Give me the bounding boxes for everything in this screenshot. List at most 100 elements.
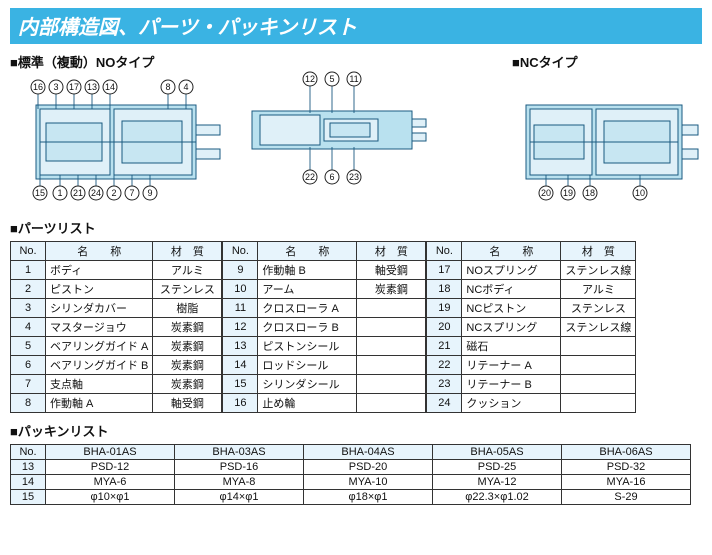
part-no: 4 [11,318,46,337]
part-name: NCスプリング [462,318,561,337]
table-row: 21磁石 [427,337,636,356]
part-name: 支点軸 [46,375,153,394]
parts-table-1: No.名 称材 質1ボディアルミ2ピストンステンレス3シリンダカバー樹脂4マスタ… [10,241,222,413]
table-row: 14MYA-6MYA-8MYA-10MYA-12MYA-16 [11,475,691,490]
svg-text:17: 17 [69,82,79,92]
part-name: ロッドシール [258,356,357,375]
part-name: ベアリングガイド A [46,337,153,356]
part-material: 樹脂 [153,299,222,318]
part-name: クッション [462,394,561,413]
section-a-title: ■標準（複動）NOタイプ [10,52,230,71]
part-material: 炭素鋼 [153,318,222,337]
table-row: 13PSD-12PSD-16PSD-20PSD-25PSD-32 [11,460,691,475]
parts-tables: No.名 称材 質1ボディアルミ2ピストンステンレス3シリンダカバー樹脂4マスタ… [10,241,702,413]
figure-col-mid: 1251122623 [240,50,430,199]
part-material: 軸受鋼 [153,394,222,413]
part-no: 2 [11,280,46,299]
table-row: 11クロスローラ A [223,299,426,318]
part-name: ベアリングガイド B [46,356,153,375]
parts-header: 材 質 [561,242,636,261]
parts-header: 材 質 [153,242,222,261]
table-row: 23リテーナー B [427,375,636,394]
part-material: 炭素鋼 [357,280,426,299]
table-row: 16止め輪 [223,394,426,413]
svg-text:7: 7 [129,188,134,198]
table-row: 18NCボディアルミ [427,280,636,299]
section-b-title: ■NCタイプ [512,52,702,71]
part-no: 23 [427,375,462,394]
part-name: シリンダシール [258,375,357,394]
part-material: ステンレス線 [561,318,636,337]
svg-text:5: 5 [329,74,334,84]
part-name: アーム [258,280,357,299]
part-name: クロスローラ B [258,318,357,337]
part-material [561,375,636,394]
packing-header-model: BHA-04AS [304,445,433,460]
parts-header: 名 称 [258,242,357,261]
parts-header: 名 称 [462,242,561,261]
figure-col-right: ■NCタイプ 20191810 [512,50,702,210]
part-no: 15 [223,375,258,394]
packing-header-model: BHA-01AS [46,445,175,460]
parts-header: No. [427,242,462,261]
svg-text:24: 24 [91,188,101,198]
svg-text:23: 23 [349,172,359,182]
part-no: 24 [427,394,462,413]
packing-value: MYA-16 [562,475,691,490]
svg-text:19: 19 [563,188,573,198]
part-name: ボディ [46,261,153,280]
part-no: 14 [223,356,258,375]
part-no: 1 [11,261,46,280]
parts-header: No. [223,242,258,261]
part-material: ステンレス [153,280,222,299]
part-no: 21 [427,337,462,356]
part-no: 20 [427,318,462,337]
part-no: 3 [11,299,46,318]
part-name: シリンダカバー [46,299,153,318]
part-no: 16 [223,394,258,413]
parts-table-2: No.名 称材 質9作動軸 B軸受鋼10アーム炭素鋼11クロスローラ A12クロ… [222,241,426,413]
table-row: 3シリンダカバー樹脂 [11,299,222,318]
table-row: 22リテーナー A [427,356,636,375]
packing-row-no: 15 [11,490,46,505]
table-row: 6ベアリングガイド B炭素鋼 [11,356,222,375]
table-row: 13ピストンシール [223,337,426,356]
table-row: 17NOスプリングステンレス線 [427,261,636,280]
packing-value: MYA-12 [433,475,562,490]
table-row: 14ロッドシール [223,356,426,375]
part-name: クロスローラ A [258,299,357,318]
svg-text:22: 22 [305,172,315,182]
part-no: 9 [223,261,258,280]
part-material [357,337,426,356]
part-name: リテーナー A [462,356,561,375]
svg-text:11: 11 [349,74,358,84]
svg-text:8: 8 [165,82,170,92]
part-no: 5 [11,337,46,356]
packing-value: PSD-25 [433,460,562,475]
part-name: リテーナー B [462,375,561,394]
part-no: 18 [427,280,462,299]
part-no: 19 [427,299,462,318]
table-row: 7支点軸炭素鋼 [11,375,222,394]
packing-row-no: 13 [11,460,46,475]
part-material [357,356,426,375]
svg-text:6: 6 [329,172,334,182]
table-row: 15シリンダシール [223,375,426,394]
part-material [357,375,426,394]
part-material: アルミ [153,261,222,280]
part-no: 13 [223,337,258,356]
part-material [561,356,636,375]
packing-value: φ14×φ1 [175,490,304,505]
part-name: ピストンシール [258,337,357,356]
page-banner: 内部構造図、パーツ・パッキンリスト [10,8,702,44]
part-name: NCピストン [462,299,561,318]
packing-value: MYA-10 [304,475,433,490]
table-row: 24クッション [427,394,636,413]
part-material: アルミ [561,280,636,299]
svg-text:21: 21 [73,188,83,198]
part-material: 炭素鋼 [153,337,222,356]
part-no: 8 [11,394,46,413]
part-name: 作動軸 B [258,261,357,280]
part-material: ステンレス線 [561,261,636,280]
part-name: NOスプリング [462,261,561,280]
